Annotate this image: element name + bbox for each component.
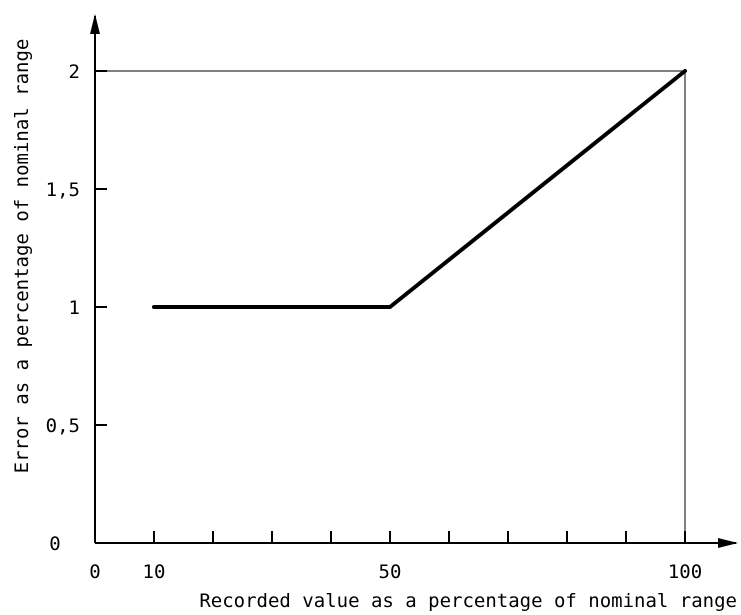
x-origin-label: 0 [89,561,100,583]
y-tick-label: 0,5 [46,415,80,437]
x-ticks [153,531,686,543]
x-tick-label: 10 [143,561,166,583]
series-group [152,69,687,309]
y-tick-label: 1 [69,297,80,319]
y-origin-label: 0 [49,533,60,555]
x-tick-label: 100 [668,561,702,583]
series-line [152,69,687,309]
x-axis-title: Recorded value as a percentage of nomina… [199,590,737,612]
series-point [152,305,156,309]
y-tick-label: 2 [69,61,80,83]
series-point [683,69,687,73]
reference-lines [95,70,686,543]
y-ticks [95,70,107,426]
x-tick-labels: 10 50 100 [143,561,703,583]
series-point [388,305,392,309]
y-axis-title: Error as a percentage of nominal range [11,39,33,474]
x-tick-label: 50 [379,561,402,583]
y-tick-labels: 0,5 1 1,5 2 [46,61,80,437]
y-tick-label: 1,5 [46,179,80,201]
